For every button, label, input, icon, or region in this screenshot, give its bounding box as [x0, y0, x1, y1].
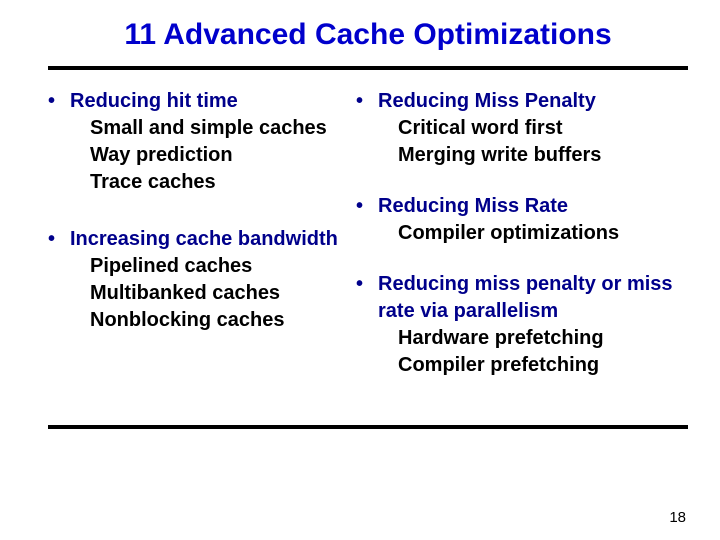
- item: Compiler optimizations: [356, 220, 688, 247]
- slide: 11 Advanced Cache Optimizations Reducing…: [0, 0, 720, 540]
- heading-parallelism: Reducing miss penalty or miss rate via p…: [356, 271, 688, 325]
- heading-bandwidth: Increasing cache bandwidth: [48, 226, 348, 253]
- block-hit-time: Reducing hit time Small and simple cache…: [48, 88, 348, 196]
- heading-miss-rate: Reducing Miss Rate: [356, 193, 688, 220]
- item: Merging write buffers: [356, 142, 688, 169]
- block-bandwidth: Increasing cache bandwidth Pipelined cac…: [48, 226, 348, 334]
- item: Trace caches: [48, 169, 348, 196]
- right-column: Reducing Miss Penalty Critical word firs…: [356, 88, 688, 403]
- item: Nonblocking caches: [48, 307, 348, 334]
- divider-top: [48, 66, 688, 70]
- item: Multibanked caches: [48, 280, 348, 307]
- heading-miss-penalty: Reducing Miss Penalty: [356, 88, 688, 115]
- item: Compiler prefetching: [356, 352, 688, 379]
- divider-bottom: [48, 425, 688, 429]
- slide-title: 11 Advanced Cache Optimizations: [48, 18, 688, 52]
- item: Way prediction: [48, 142, 348, 169]
- block-miss-rate: Reducing Miss Rate Compiler optimization…: [356, 193, 688, 247]
- block-miss-penalty: Reducing Miss Penalty Critical word firs…: [356, 88, 688, 169]
- content-columns: Reducing hit time Small and simple cache…: [48, 88, 688, 403]
- page-number: 18: [669, 509, 686, 526]
- left-column: Reducing hit time Small and simple cache…: [48, 88, 348, 403]
- item: Hardware prefetching: [356, 325, 688, 352]
- block-parallelism: Reducing miss penalty or miss rate via p…: [356, 271, 688, 379]
- heading-hit-time: Reducing hit time: [48, 88, 348, 115]
- item: Pipelined caches: [48, 253, 348, 280]
- item: Small and simple caches: [48, 115, 348, 142]
- item: Critical word first: [356, 115, 688, 142]
